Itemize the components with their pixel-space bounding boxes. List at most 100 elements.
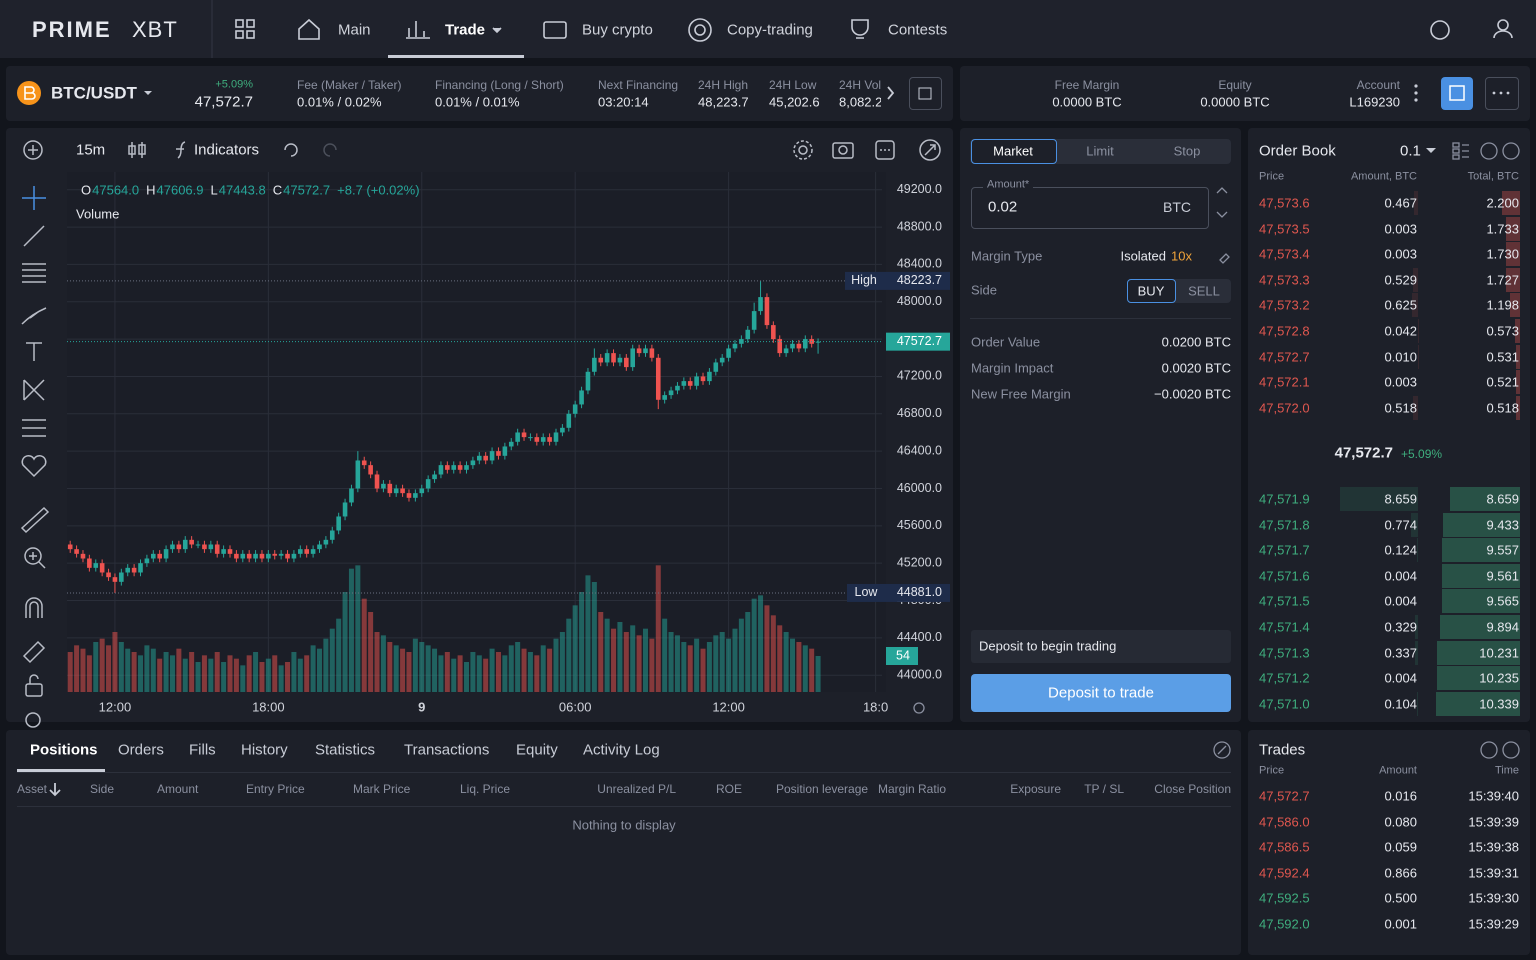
account-label: Free Margin: [1054, 78, 1120, 92]
positions-column: Amount: [157, 782, 199, 796]
book-step[interactable]: 0.1: [1400, 142, 1421, 160]
volume-bar: [221, 662, 227, 692]
volume-bar: [380, 635, 386, 692]
scroll-arrow[interactable]: [887, 86, 895, 100]
positions-column: Entry Price: [246, 782, 305, 796]
book-price[interactable]: 47,571.8: [1259, 517, 1310, 533]
nav-item[interactable]: Contests: [888, 21, 948, 39]
book-price[interactable]: 47,571.2: [1259, 670, 1310, 686]
ohlc-value: 47564.0: [92, 182, 139, 197]
positions-tab[interactable]: Fills: [189, 741, 216, 759]
account-bar: [960, 66, 1530, 121]
depth-total-bar: [1439, 615, 1520, 639]
nav-item[interactable]: Buy crypto: [582, 21, 653, 39]
deposit-button-bg[interactable]: [971, 674, 1231, 712]
positions-column: Asset: [17, 782, 48, 796]
deposit-icon-button[interactable]: [1441, 77, 1473, 110]
positions-tab[interactable]: Equity: [516, 741, 558, 759]
nav-item[interactable]: Trade: [445, 21, 486, 39]
deposit-button[interactable]: Deposit to trade: [1048, 684, 1154, 702]
volume-bar: [585, 575, 591, 692]
book-price[interactable]: 47,573.2: [1259, 297, 1310, 313]
candle-body: [150, 553, 156, 559]
order-tab[interactable]: Limit: [1086, 143, 1114, 159]
pair[interactable]: BTC/USDT: [51, 83, 137, 103]
buy-button[interactable]: [1127, 279, 1176, 303]
margin-type: Isolated: [1120, 248, 1166, 264]
more-button[interactable]: [1485, 77, 1519, 110]
book-price[interactable]: 47,572.1: [1259, 374, 1310, 390]
book-price[interactable]: 47,573.3: [1259, 272, 1310, 288]
positions-tab[interactable]: Positions: [30, 741, 98, 759]
depth-total-bar: [1515, 395, 1520, 420]
book-price[interactable]: 47,571.3: [1259, 645, 1310, 661]
active-tab-underline: [17, 769, 105, 772]
book-price[interactable]: 47,573.6: [1259, 195, 1310, 211]
book-price[interactable]: 47,571.6: [1259, 568, 1310, 584]
volume-tag-text: 54: [896, 648, 910, 662]
pair-caret[interactable]: [144, 91, 152, 95]
amount-box[interactable]: [971, 187, 1209, 229]
candle-body: [726, 348, 731, 358]
market-tab-active[interactable]: [971, 139, 1057, 164]
book-price[interactable]: 47,572.0: [1259, 400, 1310, 416]
side-sell[interactable]: SELL: [1188, 283, 1220, 299]
candle-body: [176, 544, 182, 550]
order-tab[interactable]: Stop: [1173, 143, 1201, 159]
candle-body: [604, 353, 610, 363]
candle-body: [508, 441, 514, 447]
interval[interactable]: 15m: [76, 141, 106, 159]
depth-total-bar: [1510, 293, 1520, 318]
trades-column: Amount: [1379, 764, 1417, 777]
indicators[interactable]: Indicators: [194, 141, 260, 159]
positions-tab[interactable]: Activity Log: [583, 741, 660, 759]
book-button[interactable]: [909, 77, 942, 110]
chart-toolbar-icons: [23, 139, 941, 161]
positions-tab[interactable]: Statistics: [315, 741, 376, 759]
volume-bar: [118, 642, 124, 692]
side-buy[interactable]: BUY: [1137, 283, 1165, 299]
nav-item[interactable]: Main: [338, 21, 371, 39]
nav-item[interactable]: Copy-trading: [727, 21, 813, 39]
candle-body: [547, 437, 552, 442]
book-price[interactable]: 47,572.8: [1259, 323, 1310, 339]
positions-tab[interactable]: History: [241, 741, 288, 759]
volume-bar: [642, 628, 648, 692]
book-price[interactable]: 47,571.7: [1259, 542, 1310, 558]
account-value: 0.0000 BTC: [1052, 94, 1122, 110]
summary-value: 0.0020 BTC: [1161, 360, 1231, 376]
candle-body: [700, 376, 706, 382]
book-price[interactable]: 47,571.5: [1259, 593, 1310, 609]
candle-body: [553, 432, 559, 442]
volume-bar: [745, 612, 751, 692]
book-total: 1.198: [1486, 297, 1519, 313]
empty-state: Nothing to display: [572, 817, 676, 833]
candle-body: [617, 357, 623, 363]
margin-type-label: Margin Type: [971, 248, 1043, 264]
trade-amount: 0.080: [1384, 814, 1417, 830]
book-price[interactable]: 47,572.7: [1259, 349, 1310, 365]
book-price[interactable]: 47,573.5: [1259, 221, 1310, 237]
volume-bar: [419, 642, 425, 692]
positions-tab[interactable]: Orders: [118, 741, 164, 759]
volume-bar: [662, 618, 668, 692]
book-price[interactable]: 47,573.4: [1259, 246, 1310, 262]
book-amount: 0.004: [1384, 593, 1417, 609]
kebab[interactable]: [1414, 84, 1510, 102]
book-total: 10.235: [1479, 670, 1519, 686]
candle-body: [323, 539, 329, 545]
candle-body: [470, 460, 476, 466]
low-tag: [847, 583, 950, 602]
candle-body: [425, 479, 431, 489]
volume-bar: [540, 645, 546, 692]
candle-body: [374, 474, 380, 489]
trade-time: 15:39:39: [1468, 814, 1519, 830]
order-tab[interactable]: Market: [993, 143, 1033, 159]
book-price[interactable]: 47,571.0: [1259, 696, 1310, 712]
book-price[interactable]: 47,571.4: [1259, 619, 1310, 635]
volume-bar: [655, 565, 661, 692]
book-price[interactable]: 47,571.9: [1259, 491, 1310, 507]
positions-tab[interactable]: Transactions: [404, 741, 490, 759]
candle-body: [246, 553, 252, 559]
candle-body: [476, 455, 482, 461]
